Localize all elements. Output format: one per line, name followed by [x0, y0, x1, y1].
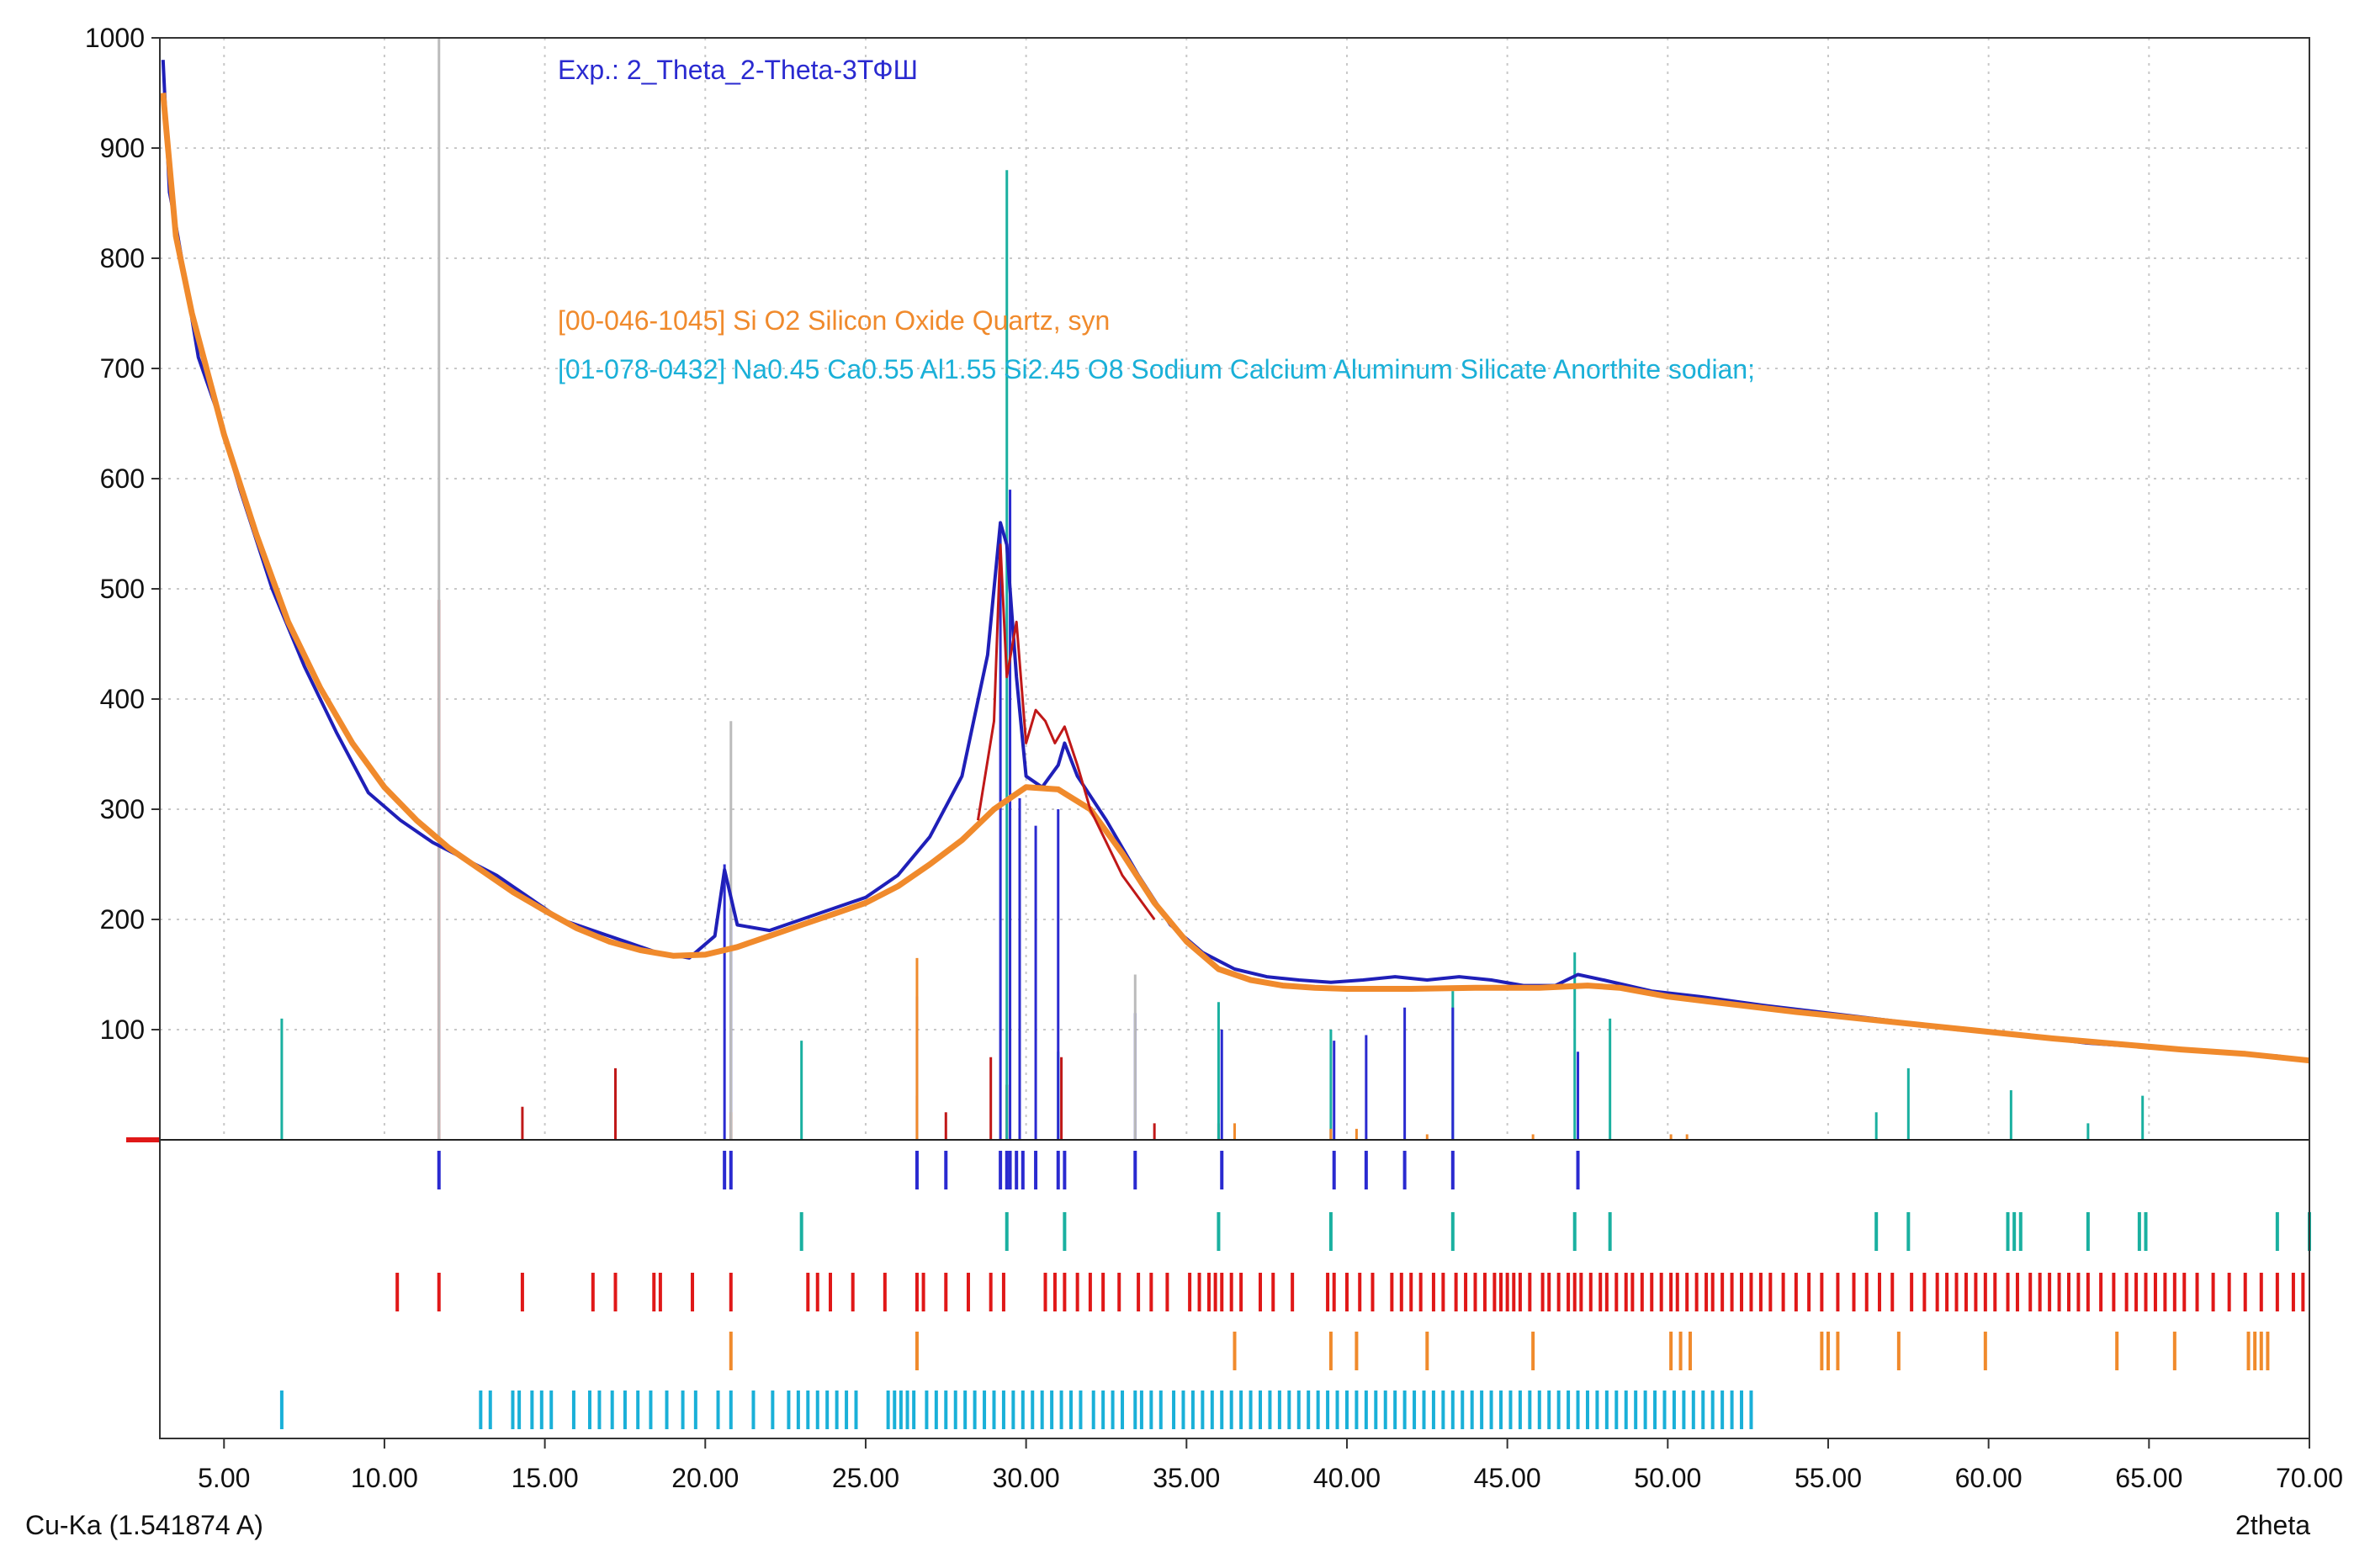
x-tick-label-3: 20.00	[671, 1463, 739, 1493]
legend: Exp.: 2_Theta_2-Theta-3ТФШ [00-046-1045] …	[558, 55, 1755, 384]
y-tick-label-2: 300	[100, 794, 145, 824]
x-tick-label-13: 70.00	[2276, 1463, 2343, 1493]
x-tick-label-11: 60.00	[1955, 1463, 2023, 1493]
x-axis-ticks: 5.00 10.00 15.00 20.00 25.00 30.00 35.00 40.00 4…	[198, 1438, 2343, 1493]
y-tick-label-9: 1000	[85, 23, 145, 53]
legend-entry-0: Exp.: 2_Theta_2-Theta-3ТФШ	[558, 55, 918, 85]
x-tick-label-4: 25.00	[832, 1463, 899, 1493]
x-axis-label: 2theta	[2235, 1510, 2310, 1540]
x-tick-label-9: 50.00	[1634, 1463, 1701, 1493]
y-tick-label-6: 700	[100, 353, 145, 384]
legend-entry-1: [00-046-1045] Si O2 Silicon Oxide Quartz…	[558, 305, 1110, 336]
y-tick-label-0: 100	[100, 1014, 145, 1045]
series-line-0	[161, 60, 2310, 1062]
x-tick-label-6: 35.00	[1153, 1463, 1220, 1493]
x-tick-label-5: 30.00	[993, 1463, 1060, 1493]
legend-entry-2: [01-078-0432] Na0.45 Ca0.55 Al1.55 Si2.4…	[558, 354, 1755, 384]
y-tick-label-5: 600	[100, 464, 145, 494]
series-line-1	[160, 93, 2310, 1064]
x-tick-label-7: 40.00	[1313, 1463, 1381, 1493]
x-tick-label-1: 10.00	[351, 1463, 418, 1493]
x-tick-label-2: 15.00	[512, 1463, 579, 1493]
y-axis-ticks: 100 200 300 400 500 600 700 800 900 1000	[85, 23, 160, 1045]
plot-frame	[159, 37, 2310, 1439]
x-tick-label-10: 55.00	[1795, 1463, 1862, 1493]
x-tick-label-12: 65.00	[2115, 1463, 2182, 1493]
series-line-2	[976, 543, 1156, 920]
x-tick-label-8: 45.00	[1474, 1463, 1541, 1493]
y-tick-label-7: 800	[100, 243, 145, 273]
y-tick-label-1: 200	[100, 904, 145, 935]
y-tick-label-4: 500	[100, 574, 145, 604]
y-tick-label-3: 400	[100, 684, 145, 714]
wavelength-label: Cu-Ka (1.541874 A)	[25, 1510, 263, 1540]
y-tick-label-8: 900	[100, 133, 145, 163]
x-tick-label-0: 5.00	[198, 1463, 250, 1493]
reference-tick-rows	[279, 1151, 2311, 1429]
frame-rect	[159, 37, 2310, 1439]
data-series	[126, 60, 2310, 1142]
